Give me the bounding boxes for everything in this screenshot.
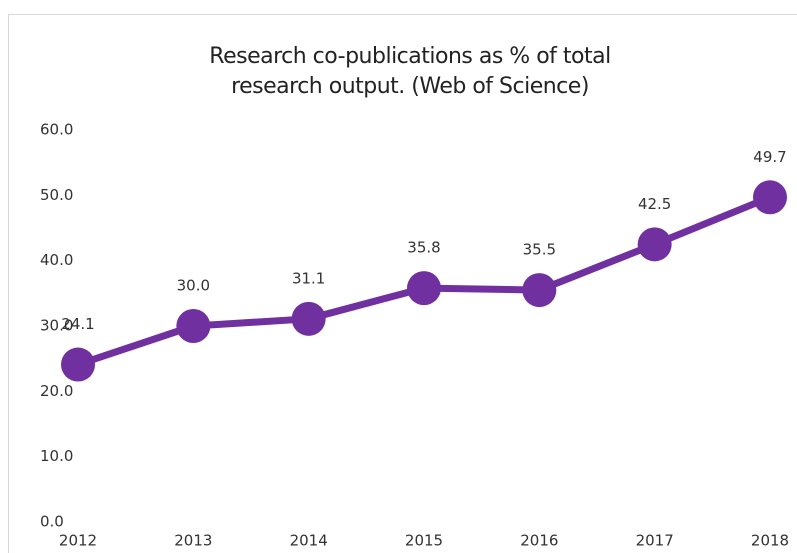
y-tick-label: 30.0 [40,317,73,335]
value-label: 35.8 [407,239,440,257]
x-tick-label: 2017 [636,532,674,550]
x-tick-label: 2012 [59,532,97,550]
y-tick-label: 20.0 [40,382,73,400]
y-tick-label: 40.0 [40,251,73,269]
value-label: 30.0 [177,277,210,295]
marker [61,347,95,382]
marker [522,273,557,308]
chart-title: Research co-publications as % of total r… [209,44,611,99]
y-tick-label: 0.0 [40,513,64,531]
x-tick-label: 2013 [174,532,212,550]
x-tick-label: 2018 [751,532,789,550]
chart-frame [8,14,797,553]
marker [637,227,672,262]
y-tick-label: 60.0 [40,121,73,139]
y-tick-label: 50.0 [40,186,73,204]
value-label: 42.5 [638,195,671,213]
y-tick-label: 10.0 [40,447,73,465]
value-label: 24.1 [61,315,94,333]
value-label: 31.1 [292,269,325,287]
x-tick-label: 2014 [290,532,328,550]
marker [291,301,326,336]
marker [176,309,211,343]
marker [407,271,441,306]
x-tick-label: 2016 [520,532,558,550]
value-label: 49.7 [753,148,786,166]
x-tick-label: 2015 [405,532,443,550]
marker [753,180,787,215]
value-label: 35.5 [523,241,556,259]
